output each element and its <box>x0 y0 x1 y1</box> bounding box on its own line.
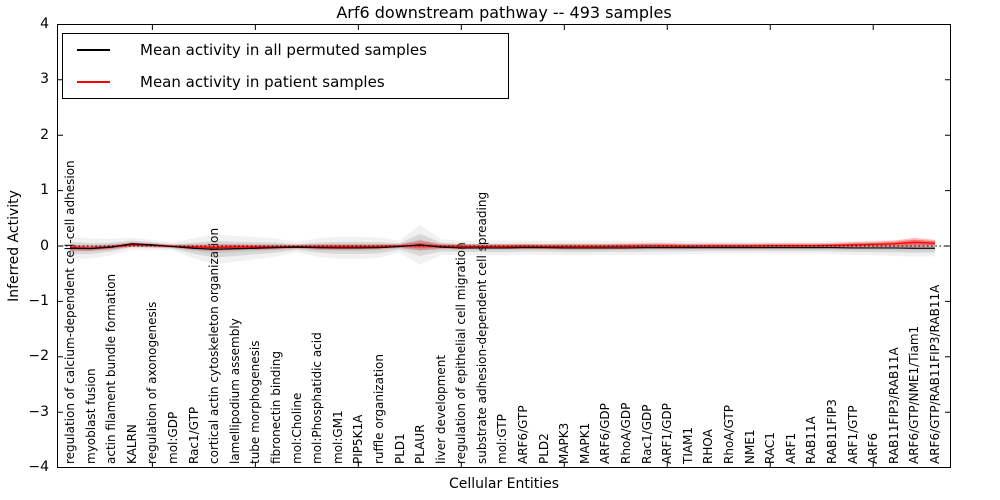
patient-mean-line <box>69 241 936 249</box>
y-tick-label: 1 <box>40 182 49 199</box>
y-tick-label: −1 <box>28 292 49 309</box>
y-tick-label: 3 <box>40 71 49 88</box>
y-tick-label: 2 <box>40 126 49 143</box>
permuted-mean-line <box>69 243 935 250</box>
y-tick-label: −4 <box>28 459 49 476</box>
y-tick-label: −2 <box>28 348 49 365</box>
legend-item-patient: Mean activity in patient samples <box>63 66 508 98</box>
axis-ticks <box>57 24 951 468</box>
permuted-band <box>70 233 935 258</box>
legend-item-label: Mean activity in all permuted samples <box>140 41 427 59</box>
permuted-band-outer <box>70 224 935 265</box>
legend: Mean activity in all permuted samples Me… <box>62 33 509 99</box>
axis-spine <box>57 24 951 468</box>
y-tick-label: 4 <box>40 15 49 32</box>
x-axis-label: Cellular Entities <box>448 476 560 492</box>
legend-line-black <box>77 49 110 51</box>
chart-svg <box>57 24 951 468</box>
legend-item-label: Mean activity in patient samples <box>140 73 385 91</box>
legend-item-permuted: Mean activity in all permuted samples <box>63 34 508 66</box>
legend-line-red <box>77 81 110 83</box>
plot-title: Arf6 downstream pathway -- 493 samples <box>336 3 672 22</box>
y-tick-label: −3 <box>28 403 49 420</box>
y-tick-label: 0 <box>40 237 49 254</box>
